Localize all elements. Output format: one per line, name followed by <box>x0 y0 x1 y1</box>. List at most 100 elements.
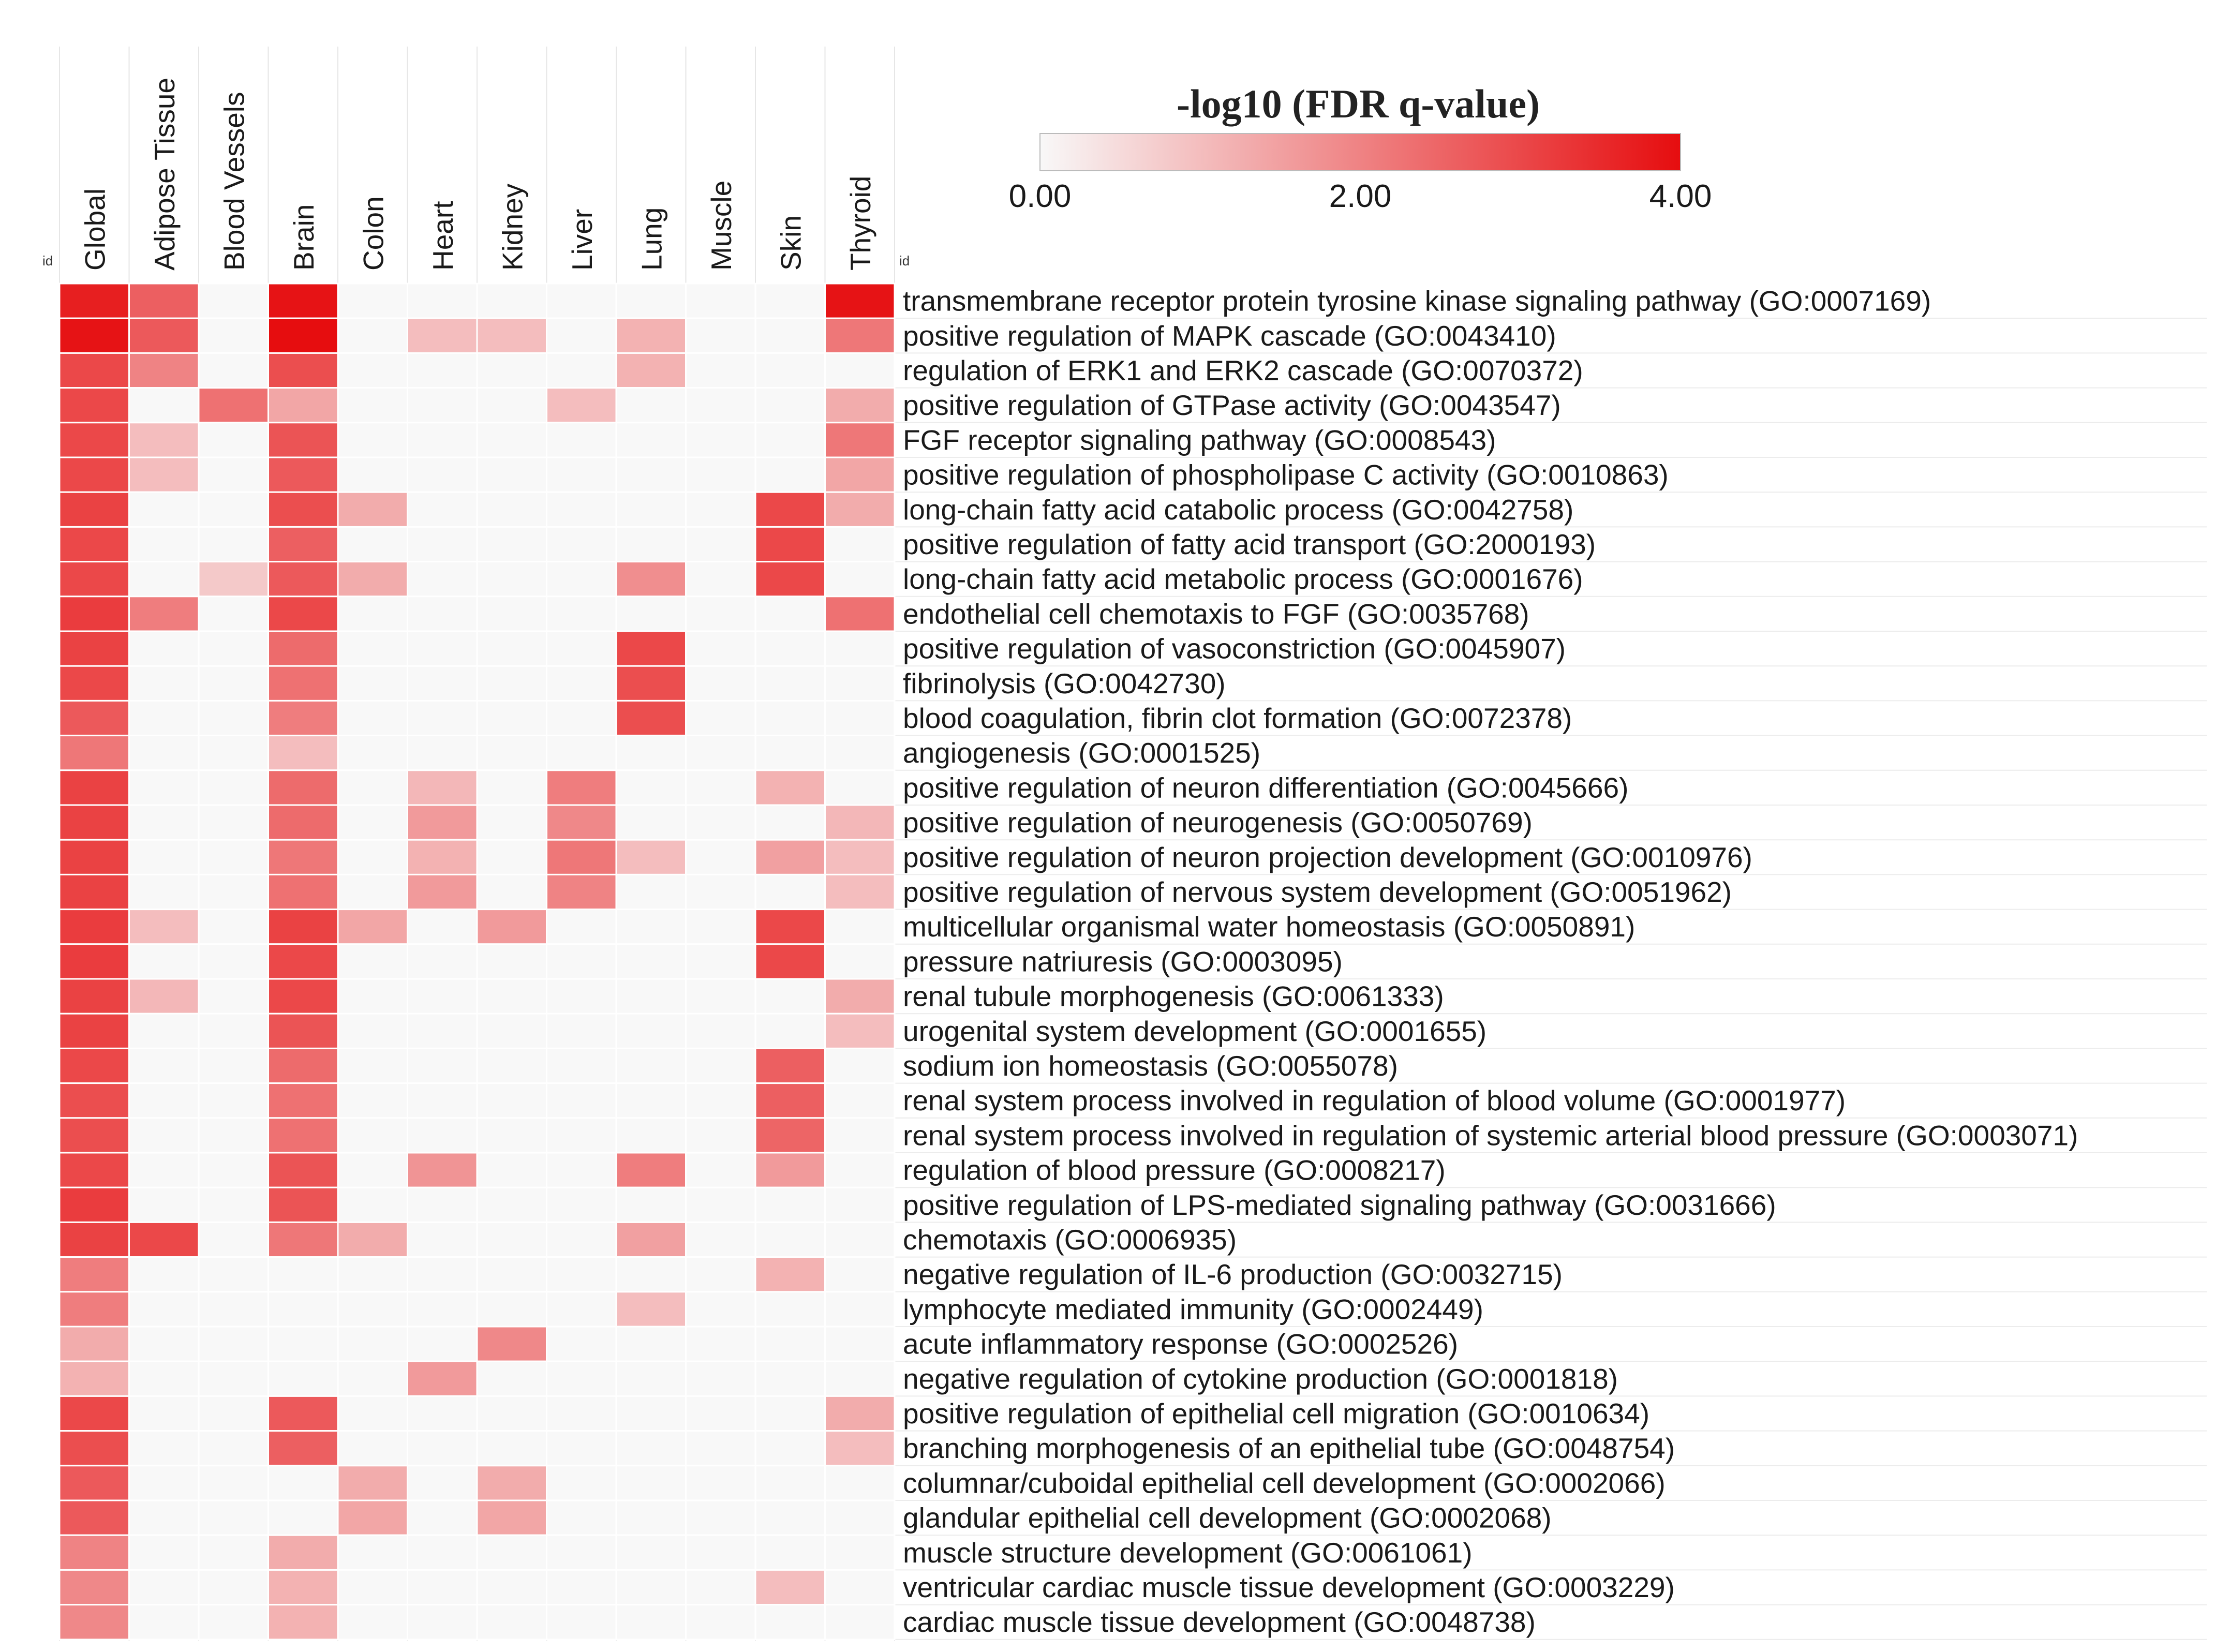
heatmap-cell <box>337 561 408 598</box>
heatmap-cell <box>615 665 687 702</box>
heatmap-cell <box>685 387 756 424</box>
heatmap-cell <box>476 1499 547 1536</box>
column-label: Lung <box>635 207 667 271</box>
heatmap-cell <box>58 1256 130 1293</box>
heatmap-cell <box>546 665 617 702</box>
heatmap-cell <box>476 1326 547 1362</box>
heatmap-cell <box>546 1360 617 1397</box>
heatmap-cell <box>128 1465 200 1501</box>
heatmap-cell <box>198 769 269 806</box>
heatmap-cell <box>476 317 547 354</box>
heatmap-cell <box>824 873 896 911</box>
row-label: long-chain fatty acid catabolic process … <box>903 494 1573 526</box>
heatmap-cell <box>476 873 547 911</box>
heatmap-cell <box>615 491 687 528</box>
heatmap-cell <box>476 735 547 771</box>
heatmap-cell <box>754 943 826 980</box>
heatmap-cell <box>58 1604 130 1641</box>
heatmap-cell <box>128 1256 200 1293</box>
heatmap-cell <box>615 1047 687 1084</box>
heatmap-cell <box>476 1395 547 1432</box>
heatmap-cell <box>546 839 617 875</box>
heatmap-cell <box>128 1186 200 1223</box>
heatmap-cell <box>685 839 756 875</box>
heatmap-cell <box>615 561 687 598</box>
heatmap-cell <box>58 735 130 771</box>
heatmap-cell <box>198 1430 269 1467</box>
heatmap-cell <box>58 1082 130 1119</box>
heatmap-cell <box>685 630 756 667</box>
heatmap-cell <box>407 630 478 667</box>
row-label: renal system process involved in regulat… <box>903 1119 2078 1151</box>
row-label: endothelial cell chemotaxis to FGF (GO:0… <box>903 598 1529 630</box>
row-label: lymphocyte mediated immunity (GO:0002449… <box>903 1293 1483 1325</box>
row-label: negative regulation of IL-6 production (… <box>903 1258 1563 1290</box>
column-label: Blood Vessels <box>218 92 250 271</box>
heatmap-cell <box>58 422 130 458</box>
heatmap-cell <box>685 526 756 563</box>
heatmap-cell <box>824 1013 896 1049</box>
heatmap-cell <box>267 909 339 945</box>
heatmap-cell <box>337 1360 408 1397</box>
heatmap-cell <box>754 596 826 632</box>
heatmap-cell <box>337 735 408 771</box>
row-label: renal tubule morphogenesis (GO:0061333) <box>903 980 1444 1013</box>
heatmap-cell <box>128 839 200 875</box>
heatmap-cell <box>754 526 826 563</box>
heatmap-cell <box>198 909 269 945</box>
heatmap-cell <box>128 700 200 737</box>
row-labels: transmembrane receptor protein tyrosine … <box>903 285 2078 1639</box>
heatmap-cell <box>407 1360 478 1397</box>
heatmap-cell <box>546 873 617 911</box>
heatmap-cell <box>685 943 756 980</box>
heatmap-cell <box>685 317 756 354</box>
heatmap-cell <box>615 1117 687 1154</box>
heatmap-cell <box>754 1395 826 1432</box>
heatmap-cell <box>824 422 896 458</box>
row-label: columnar/cuboidal epithelial cell develo… <box>903 1467 1666 1499</box>
heatmap-cell <box>407 909 478 945</box>
heatmap-cell <box>337 873 408 911</box>
heatmap-cell <box>267 1534 339 1571</box>
heatmap-cell <box>754 317 826 354</box>
heatmap-cell <box>58 769 130 806</box>
heatmap-cell <box>754 1465 826 1501</box>
row-label: positive regulation of fatty acid transp… <box>903 528 1596 560</box>
heatmap-cell <box>407 769 478 806</box>
heatmap-cell <box>754 352 826 389</box>
heatmap-cell <box>337 630 408 667</box>
legend-tick-label: 4.00 <box>1649 178 1712 214</box>
column-label: Brain <box>288 204 320 271</box>
heatmap-cell <box>824 1604 896 1641</box>
heatmap-cell <box>407 839 478 875</box>
heatmap-cell <box>476 769 547 806</box>
heatmap-cell <box>407 978 478 1015</box>
heatmap-cell <box>198 422 269 458</box>
heatmap-cell <box>128 1291 200 1328</box>
heatmap-cell <box>267 873 339 911</box>
heatmap-cell <box>824 387 896 424</box>
heatmap-cell <box>267 1152 339 1188</box>
heatmap-cell <box>476 1186 547 1223</box>
heatmap-cell <box>754 387 826 424</box>
heatmap-cell <box>824 665 896 702</box>
heatmap-cell <box>128 630 200 667</box>
heatmap-cell <box>128 909 200 945</box>
heatmap-cell <box>198 1291 269 1328</box>
heatmap-cell <box>615 1604 687 1641</box>
row-label: positive regulation of neuron projection… <box>903 841 1752 873</box>
heatmap-cell <box>546 596 617 632</box>
heatmap-cell <box>267 630 339 667</box>
color-legend: -log10 (FDR q-value) 0.00 2.00 4.00 <box>1009 81 1712 214</box>
heatmap-cell <box>267 1499 339 1536</box>
heatmap-cell <box>615 596 687 632</box>
row-label: branching morphogenesis of an epithelial… <box>903 1432 1675 1464</box>
heatmap-cell <box>128 282 200 319</box>
heatmap-cell <box>546 700 617 737</box>
row-label: positive regulation of epithelial cell m… <box>903 1397 1649 1430</box>
heatmap-cell <box>476 978 547 1015</box>
heatmap-cell <box>198 282 269 319</box>
heatmap-cell <box>546 456 617 493</box>
heatmap-cell <box>615 769 687 806</box>
row-label: transmembrane receptor protein tyrosine … <box>903 285 1931 317</box>
